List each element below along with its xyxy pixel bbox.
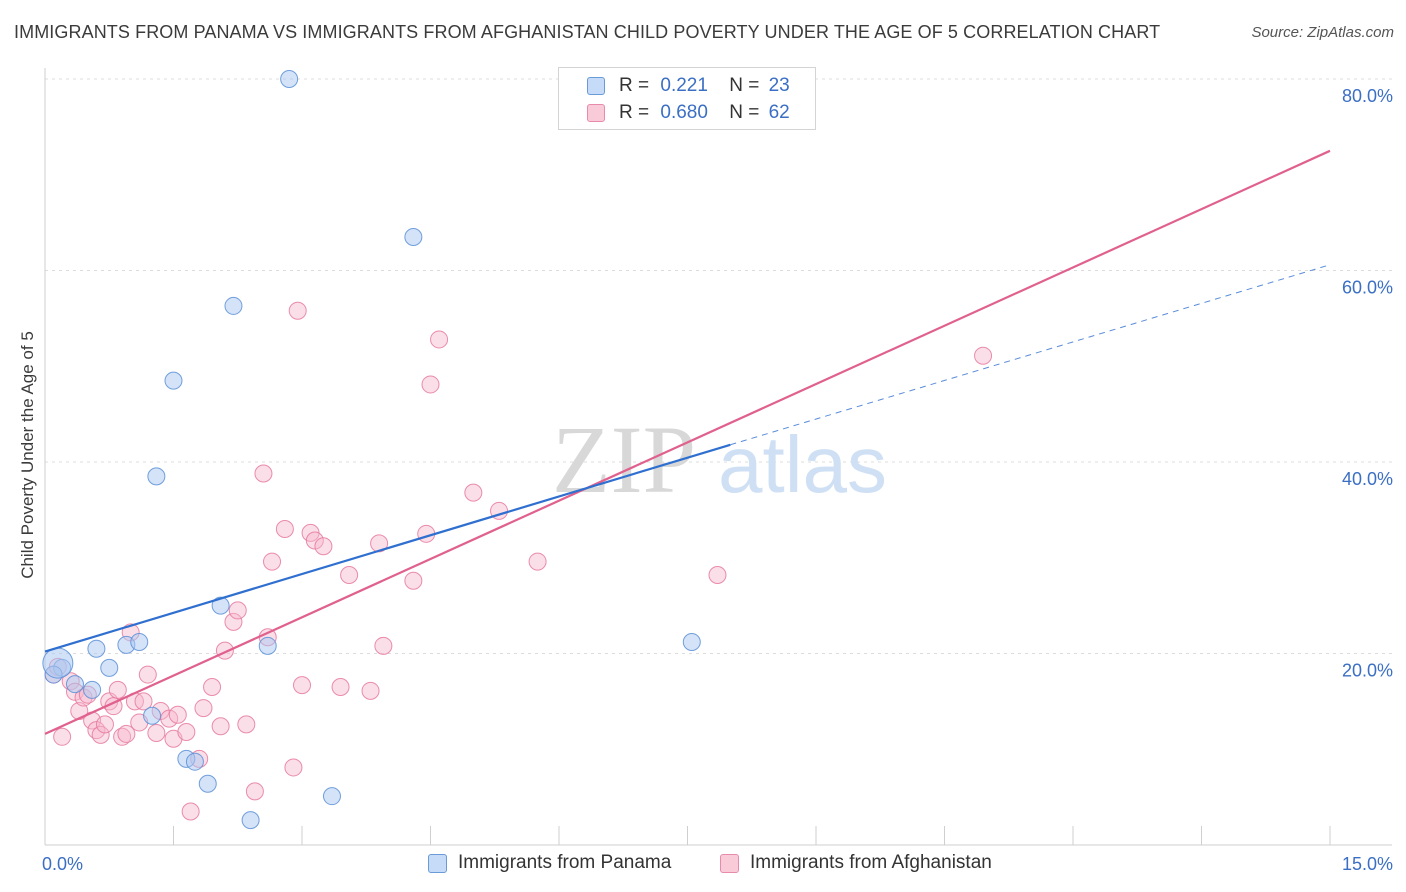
data-point-panama (143, 706, 162, 725)
chart-title: IMMIGRANTS FROM PANAMA VS IMMIGRANTS FRO… (14, 22, 1161, 42)
data-point-panama (100, 658, 119, 677)
data-point-afghanistan (288, 301, 307, 320)
y-tick-label: 40.0% (1342, 469, 1393, 489)
legend-swatch-panama (587, 77, 605, 95)
data-point-afghanistan (430, 330, 449, 349)
data-point-panama (65, 675, 84, 694)
data-point-afghanistan (974, 346, 993, 365)
data-point-panama (130, 633, 149, 652)
legend-r-value-panama: 0.221 (660, 75, 708, 96)
data-point-panama (258, 636, 277, 655)
legend-n-label: N = (729, 102, 760, 123)
data-point-panama (147, 467, 166, 486)
data-point-afghanistan (263, 552, 282, 571)
data-point-afghanistan (237, 715, 256, 734)
data-point-afghanistan (421, 375, 440, 394)
data-point-panama (42, 647, 74, 679)
data-point-afghanistan (147, 723, 166, 742)
y-tick-label: 80.0% (1342, 86, 1393, 106)
watermark: ZIP atlas (552, 406, 887, 513)
y-tick-label: 20.0% (1342, 661, 1393, 681)
data-point-panama (164, 371, 183, 390)
data-point-panama (211, 596, 230, 615)
data-point-afghanistan (160, 709, 179, 728)
data-point-panama (241, 811, 260, 830)
data-point-afghanistan (108, 680, 127, 699)
x-tick-label: 0.0% (42, 854, 83, 874)
data-point-afghanistan (331, 678, 350, 697)
bottom-legend-swatch-panama (428, 854, 447, 873)
legend-n-value-afghanistan: 62 (768, 102, 790, 123)
data-point-afghanistan (293, 676, 311, 695)
legend-r-label: R = (619, 75, 650, 96)
data-point-afghanistan (275, 520, 294, 539)
x-tick-label: 15.0% (1342, 854, 1393, 874)
data-point-afghanistan (254, 464, 273, 483)
data-point-afghanistan (181, 802, 200, 821)
trend-line-panama-extension (730, 264, 1331, 446)
data-point-afghanistan (404, 571, 423, 590)
stats-legend: R = 0.221 N = 23 R = 0.680 N = 62 (558, 67, 816, 130)
data-point-afghanistan (284, 758, 303, 777)
axes (44, 68, 1392, 846)
bottom-legend-label-panama: Immigrants from Panama (458, 852, 672, 873)
data-point-afghanistan (194, 699, 213, 718)
data-point-afghanistan (203, 678, 222, 697)
data-point-afghanistan (91, 725, 110, 744)
data-point-afghanistan (245, 782, 264, 801)
data-point-afghanistan (168, 705, 187, 724)
bottom-legend-swatch-afghanistan (720, 854, 739, 873)
data-point-afghanistan (228, 601, 247, 620)
data-point-panama (224, 296, 243, 315)
source-credit: Source: ZipAtlas.com (1251, 24, 1394, 41)
y-tick-label: 60.0% (1342, 278, 1393, 298)
data-point-panama (280, 70, 299, 88)
data-point-afghanistan (117, 724, 136, 743)
data-point-afghanistan (224, 612, 243, 631)
data-point-panama (83, 680, 102, 699)
data-point-afghanistan (464, 483, 483, 502)
tick-labels: 20.0% 40.0% 60.0% 80.0% 0.0% 15.0% (42, 86, 1393, 874)
data-point-afghanistan (314, 537, 333, 556)
legend-swatch-afghanistan (587, 104, 605, 122)
legend-r-label: R = (619, 102, 650, 123)
data-point-panama (87, 639, 106, 658)
legend-r-value-afghanistan: 0.680 (660, 102, 708, 123)
bottom-legend-label-afghanistan: Immigrants from Afghanistan (750, 852, 992, 873)
data-point-afghanistan (708, 565, 727, 584)
data-point-afghanistan (134, 692, 153, 711)
watermark-zip: ZIP (552, 406, 696, 513)
watermark-atlas: atlas (718, 420, 887, 509)
data-point-panama (682, 633, 701, 652)
series-afghanistan-points (44, 301, 993, 821)
data-point-afghanistan (95, 715, 114, 734)
data-point-panama (322, 787, 341, 806)
data-point-afghanistan (211, 717, 230, 736)
legend-n-label: N = (729, 75, 760, 96)
data-point-afghanistan (177, 723, 196, 742)
legend-n-value-panama: 23 (768, 75, 790, 96)
data-point-panama (404, 227, 423, 246)
data-point-afghanistan (374, 636, 393, 655)
data-point-afghanistan (340, 565, 359, 584)
data-point-afghanistan (138, 665, 157, 684)
trend-line-afghanistan (44, 149, 1331, 735)
data-point-panama (198, 774, 217, 793)
data-point-afghanistan (528, 552, 547, 571)
data-point-afghanistan (361, 681, 380, 700)
data-point-afghanistan (53, 727, 72, 746)
trend-lines (44, 149, 1331, 735)
data-point-panama (185, 752, 204, 771)
trend-line-panama (44, 443, 731, 653)
